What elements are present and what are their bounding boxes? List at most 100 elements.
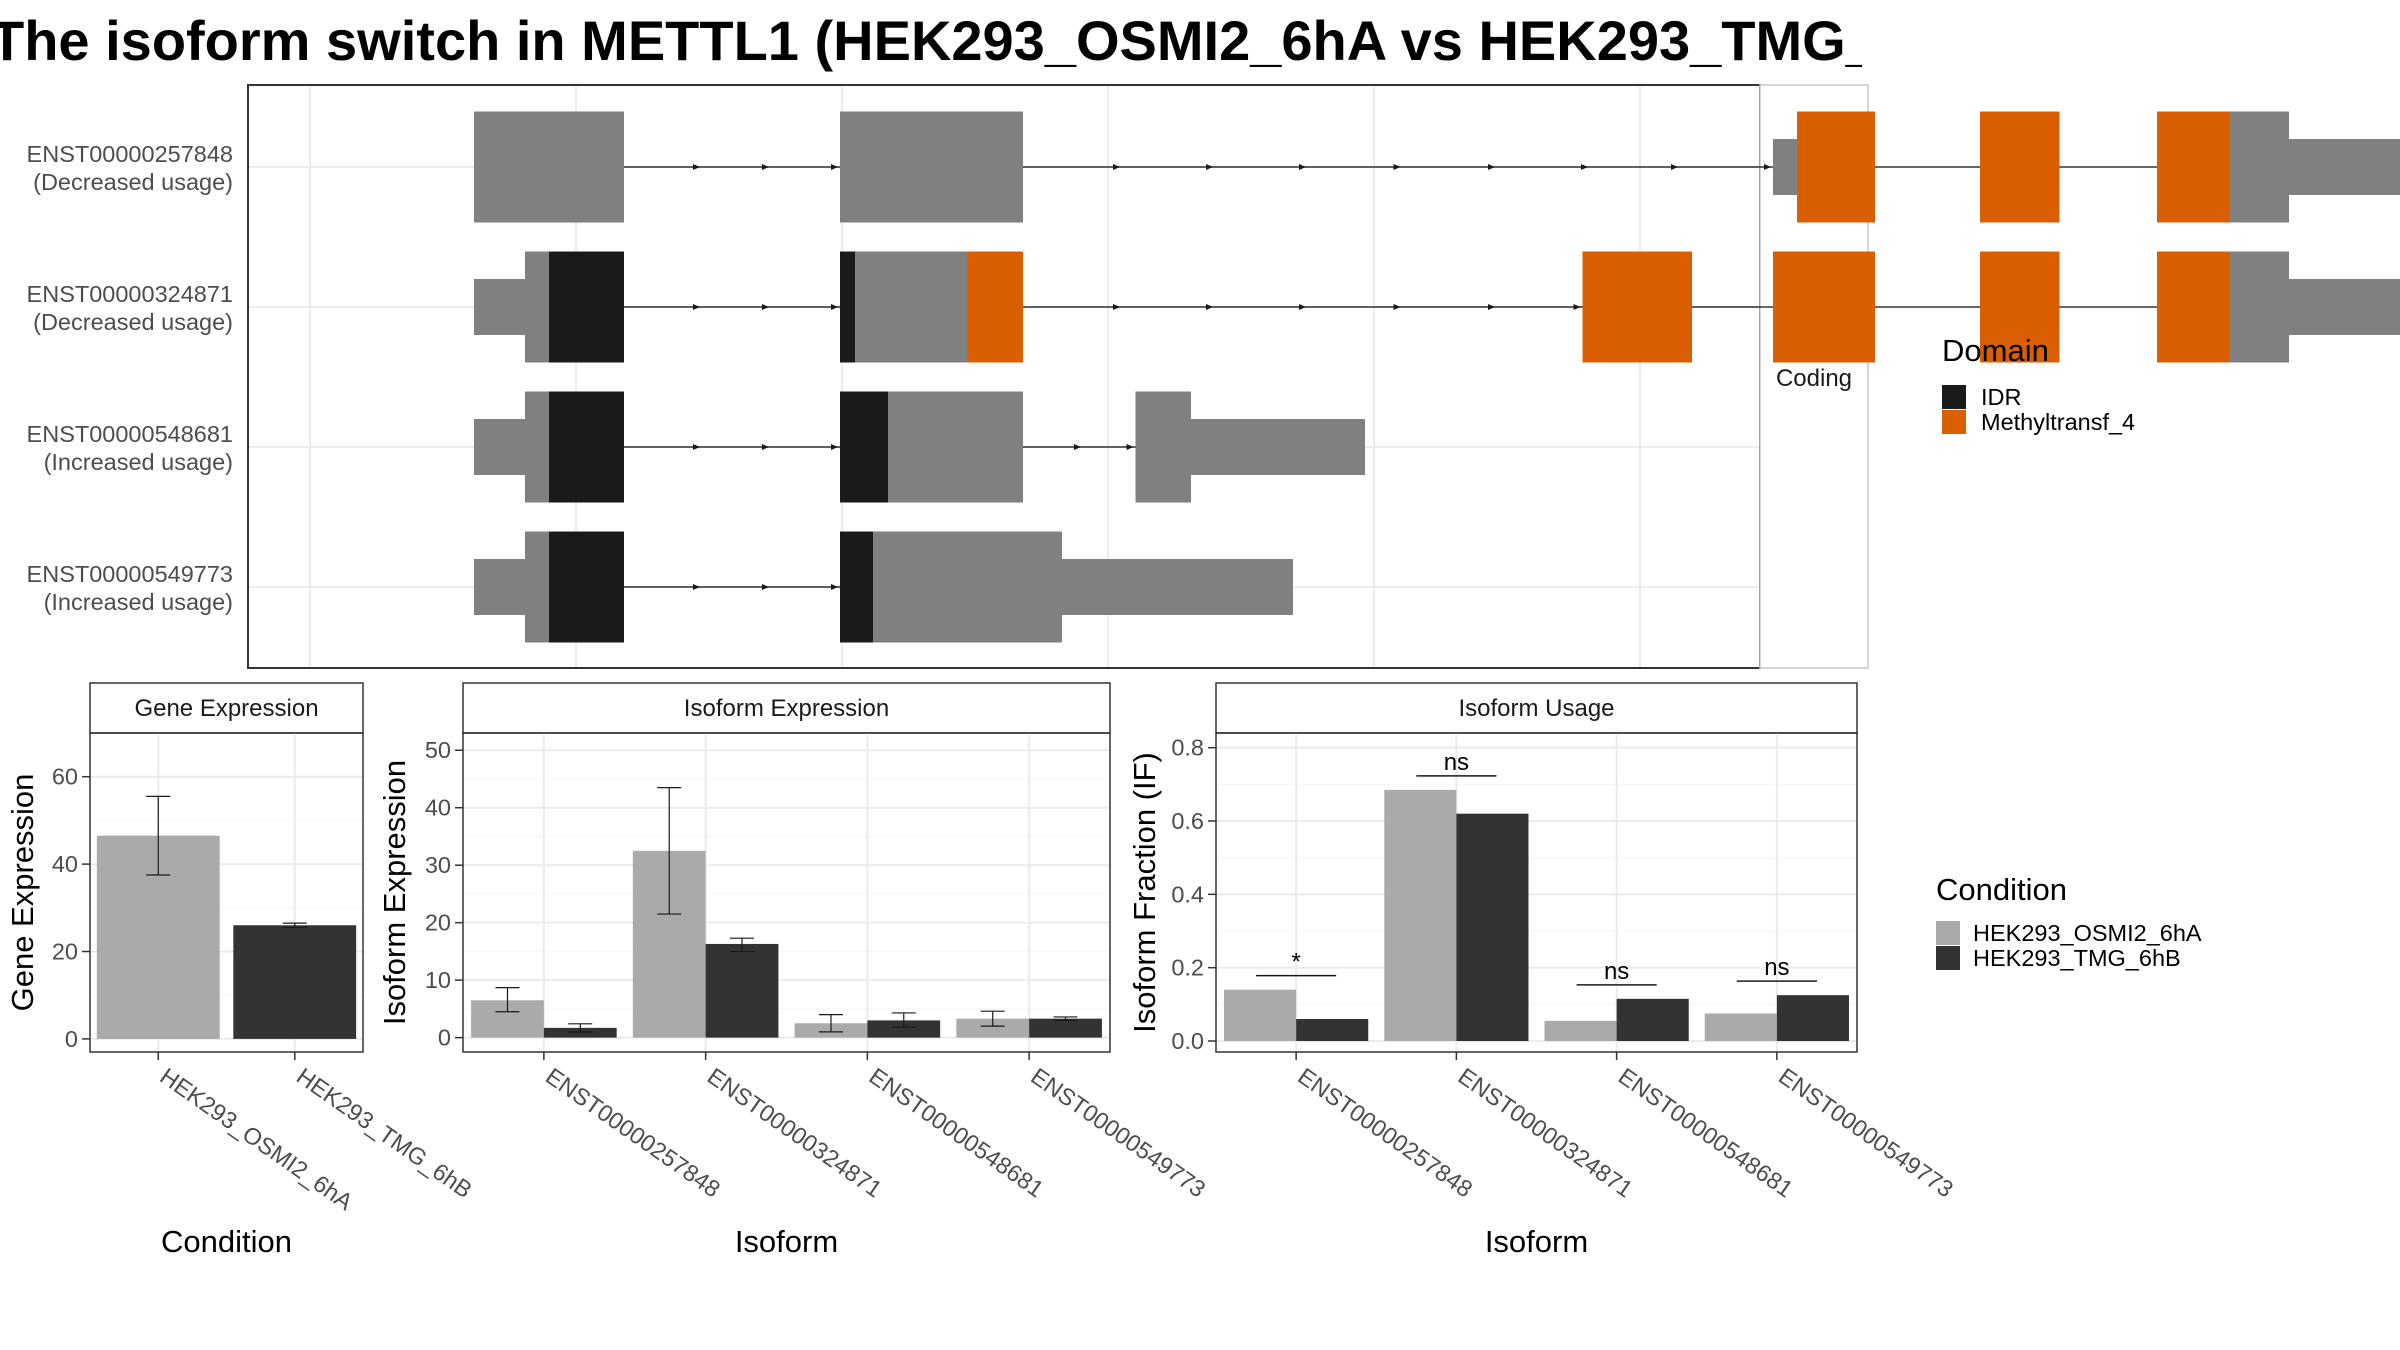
intron-arrow xyxy=(831,164,838,170)
y-tick-label: 60 xyxy=(52,764,78,790)
intron-arrow xyxy=(762,164,769,170)
intron-arrow xyxy=(1074,444,1081,450)
intron-arrow xyxy=(762,584,769,590)
intron-arrow xyxy=(1764,164,1771,170)
intron-arrow xyxy=(831,444,838,450)
domain-block-methyltransf_4 xyxy=(2157,251,2229,363)
exon-block xyxy=(474,419,525,475)
y-tick-label: 0 xyxy=(438,1025,451,1051)
y-axis-title: Isoform Expression xyxy=(377,760,412,1025)
transcript-id-label: ENST00000549773 xyxy=(27,561,233,587)
transcript-id-label: ENST00000324871 xyxy=(27,281,233,307)
intron-arrow xyxy=(1299,304,1306,310)
structure-strip-label: Coding xyxy=(1776,365,1852,392)
panel-strip xyxy=(89,682,364,734)
domain-block-idr xyxy=(549,391,624,503)
y-tick-label: 40 xyxy=(425,795,451,821)
panel-strip-title: Isoform Usage xyxy=(1458,695,1614,722)
domain-block-idr xyxy=(840,391,888,503)
isoform-usage-panel: Isoform Usage * ENST00000257848 ns ENST00000… xyxy=(1127,682,1958,1259)
significance-label: ns xyxy=(1444,749,1469,776)
domain-block-methyltransf_4 xyxy=(1797,111,1875,223)
intron-arrow xyxy=(1581,164,1588,170)
transcript-ENST00000548681 xyxy=(474,391,1365,503)
intron-arrow xyxy=(693,584,700,590)
condition-legend-label: HEK293_TMG_6hB xyxy=(1973,945,2181,971)
panel-strip xyxy=(1215,682,1858,734)
intron-arrow xyxy=(1671,164,1678,170)
y-tick-label: 20 xyxy=(52,938,78,964)
intron-arrow xyxy=(831,584,838,590)
significance-label: * xyxy=(1291,949,1300,976)
x-tick-label: ENST00000257848 xyxy=(1293,1063,1477,1203)
intron-arrow xyxy=(1113,164,1120,170)
exon-block xyxy=(873,531,1062,643)
figure-title: The isoform switch in METTL1 (HEK293_OSM… xyxy=(0,9,1862,72)
intron-arrow xyxy=(1206,164,1213,170)
exon-block xyxy=(525,391,549,503)
x-tick-label: ENST00000257848 xyxy=(541,1063,725,1203)
transcript-id-label: ENST00000548681 xyxy=(27,421,233,447)
x-axis-title: Isoform xyxy=(1485,1224,1588,1259)
x-tick-label: ENST00000549773 xyxy=(1774,1063,1958,1203)
x-tick-label: ENST00000548681 xyxy=(1614,1063,1798,1203)
bar-hek293_osmi2_6ha xyxy=(956,1018,1030,1038)
intron-arrow xyxy=(693,304,700,310)
bar-hek293_tmg_6hb xyxy=(1296,1019,1369,1041)
domain-block-idr xyxy=(840,251,855,363)
exon-block xyxy=(1062,559,1293,615)
bar-hek293_tmg_6hb xyxy=(1029,1018,1102,1038)
panel-border xyxy=(1215,732,1858,1053)
exon-block xyxy=(474,279,525,335)
y-tick-label: 0.0 xyxy=(1171,1028,1204,1054)
intron-arrow xyxy=(1573,304,1581,310)
y-tick-label: 0.8 xyxy=(1171,735,1204,761)
exon-block xyxy=(888,391,1023,503)
exon-block xyxy=(2229,111,2289,223)
y-axis-title: Gene Expression xyxy=(5,774,40,1012)
domain-legend-label: IDR xyxy=(1981,384,2021,410)
y-tick-label: 20 xyxy=(425,910,451,936)
y-tick-label: 0 xyxy=(65,1026,78,1052)
gene-expression-panel: Gene ExpressionHEK293_OSMI2_6hAHEK293_TM… xyxy=(5,682,477,1259)
exon-block xyxy=(2229,251,2289,363)
transcript-usage-label: (Increased usage) xyxy=(44,449,233,475)
domain-block-methyltransf_4 xyxy=(1582,251,1692,363)
exon-block xyxy=(525,251,549,363)
transcript-usage-label: (Decreased usage) xyxy=(33,169,233,195)
bar-hek293_tmg_6hb xyxy=(1456,813,1529,1041)
domain-legend-swatch xyxy=(1942,385,1966,409)
x-tick-label: ENST00000324871 xyxy=(703,1063,887,1203)
y-tick-label: 30 xyxy=(425,852,451,878)
intron-arrow xyxy=(1488,304,1495,310)
domain-block-methyltransf_4 xyxy=(967,251,1023,363)
domain-block-methyltransf_4 xyxy=(1773,251,1875,363)
bar-hek293_osmi2_6ha xyxy=(1704,1013,1777,1041)
condition-legend-label: HEK293_OSMI2_6hA xyxy=(1973,920,2202,946)
condition-legend-swatch xyxy=(1936,946,1960,970)
transcript-usage-label: (Decreased usage) xyxy=(33,309,233,335)
bar-hek293_osmi2_6ha xyxy=(1224,989,1297,1041)
domain-legend-swatch xyxy=(1942,410,1966,434)
bar-hek293_tmg_6hb xyxy=(233,925,357,1039)
bar-hek293_osmi2_6ha xyxy=(1384,789,1457,1041)
domain-legend-title: Domain xyxy=(1942,333,2049,368)
bar-hek293_tmg_6hb xyxy=(1776,995,1849,1041)
x-tick-label: ENST00000324871 xyxy=(1454,1063,1638,1203)
exon-block xyxy=(474,111,624,223)
exon-block xyxy=(525,531,549,643)
bar-hek293_tmg_6hb xyxy=(705,943,779,1038)
domain-legend-label: Methyltransf_4 xyxy=(1981,409,2135,435)
domain-block-methyltransf_4 xyxy=(1980,251,2060,363)
exon-block xyxy=(840,111,1023,223)
intron-arrow xyxy=(1206,304,1213,310)
domain-block-methyltransf_4 xyxy=(2157,111,2229,223)
intron-arrow xyxy=(1113,304,1120,310)
exon-block xyxy=(2289,139,2400,195)
panel-border xyxy=(89,732,364,1053)
condition-legend-swatch xyxy=(1936,921,1960,945)
y-axis-title: Isoform Fraction (IF) xyxy=(1127,752,1162,1033)
domain-block-idr xyxy=(549,531,624,643)
bar-hek293_tmg_6hb xyxy=(867,1020,941,1038)
